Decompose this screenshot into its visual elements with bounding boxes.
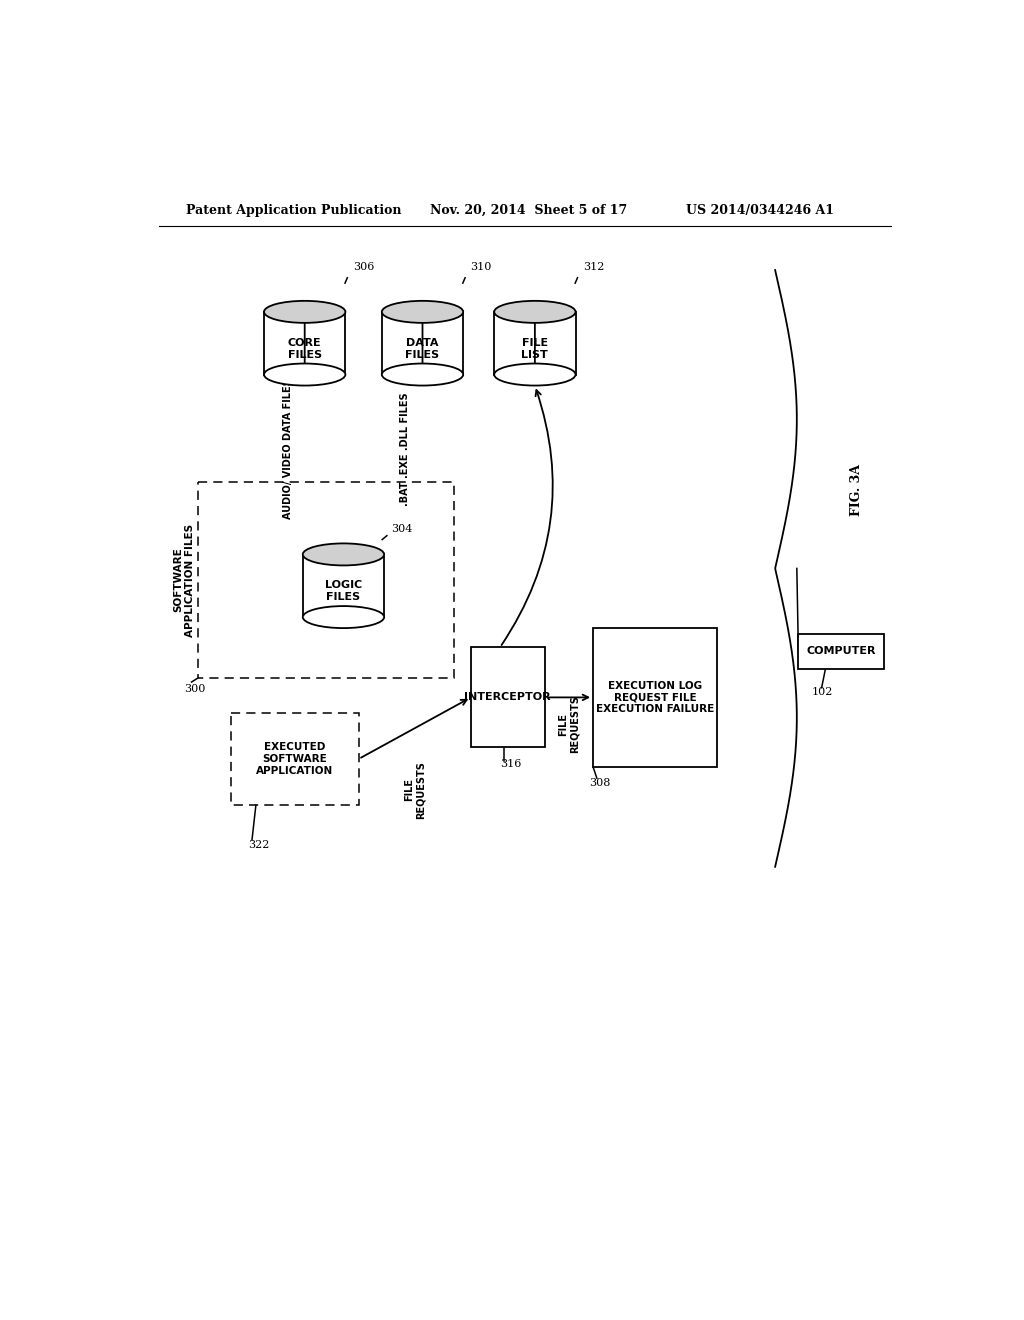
Text: EXECUTED
SOFTWARE
APPLICATION: EXECUTED SOFTWARE APPLICATION [256, 742, 333, 776]
Bar [230, 713, 358, 805]
Text: 308: 308 [589, 777, 610, 788]
Text: LOGIC
FILES: LOGIC FILES [325, 581, 362, 602]
Text: Patent Application Publication: Patent Application Publication [186, 205, 401, 218]
Text: 312: 312 [583, 263, 604, 272]
Bar [303, 554, 384, 616]
Ellipse shape [495, 363, 575, 385]
Text: FILE
LIST: FILE LIST [521, 338, 548, 359]
Text: INTERCEPTOR: INTERCEPTOR [465, 693, 551, 702]
Bar [198, 482, 454, 678]
Bar [799, 634, 884, 668]
Text: Nov. 20, 2014  Sheet 5 of 17: Nov. 20, 2014 Sheet 5 of 17 [430, 205, 628, 218]
Text: FIG. 3A: FIG. 3A [850, 463, 863, 516]
Text: 304: 304 [391, 524, 413, 533]
Text: 306: 306 [352, 263, 374, 272]
Ellipse shape [382, 301, 463, 323]
Ellipse shape [382, 363, 463, 385]
Bar [495, 312, 575, 375]
Text: 310: 310 [471, 263, 492, 272]
Text: .BAT .EXE .DLL FILES: .BAT .EXE .DLL FILES [400, 392, 411, 506]
Text: FILE
REQUESTS: FILE REQUESTS [403, 760, 426, 818]
Text: DATA
FILES: DATA FILES [406, 338, 439, 359]
Bar [471, 647, 545, 747]
Ellipse shape [495, 301, 575, 323]
Bar [382, 312, 463, 375]
Text: 300: 300 [183, 684, 205, 694]
Text: US 2014/0344246 A1: US 2014/0344246 A1 [686, 205, 834, 218]
Text: CORE
FILES: CORE FILES [288, 338, 322, 359]
Text: 316: 316 [500, 759, 521, 768]
Text: EXECUTION LOG
REQUEST FILE
EXECUTION FAILURE: EXECUTION LOG REQUEST FILE EXECUTION FAI… [596, 681, 714, 714]
Text: 322: 322 [248, 840, 269, 850]
Text: FILE
REQUESTS: FILE REQUESTS [558, 696, 580, 754]
Ellipse shape [264, 363, 345, 385]
Ellipse shape [303, 544, 384, 565]
Bar [264, 312, 345, 375]
Ellipse shape [303, 606, 384, 628]
Text: 102: 102 [812, 688, 833, 697]
Text: AUDIO/ VIDEO DATA FILES: AUDIO/ VIDEO DATA FILES [283, 379, 293, 520]
Text: SOFTWARE
APPLICATION FILES: SOFTWARE APPLICATION FILES [173, 524, 195, 636]
Text: COMPUTER: COMPUTER [806, 647, 876, 656]
Ellipse shape [264, 301, 345, 323]
Bar [593, 628, 717, 767]
